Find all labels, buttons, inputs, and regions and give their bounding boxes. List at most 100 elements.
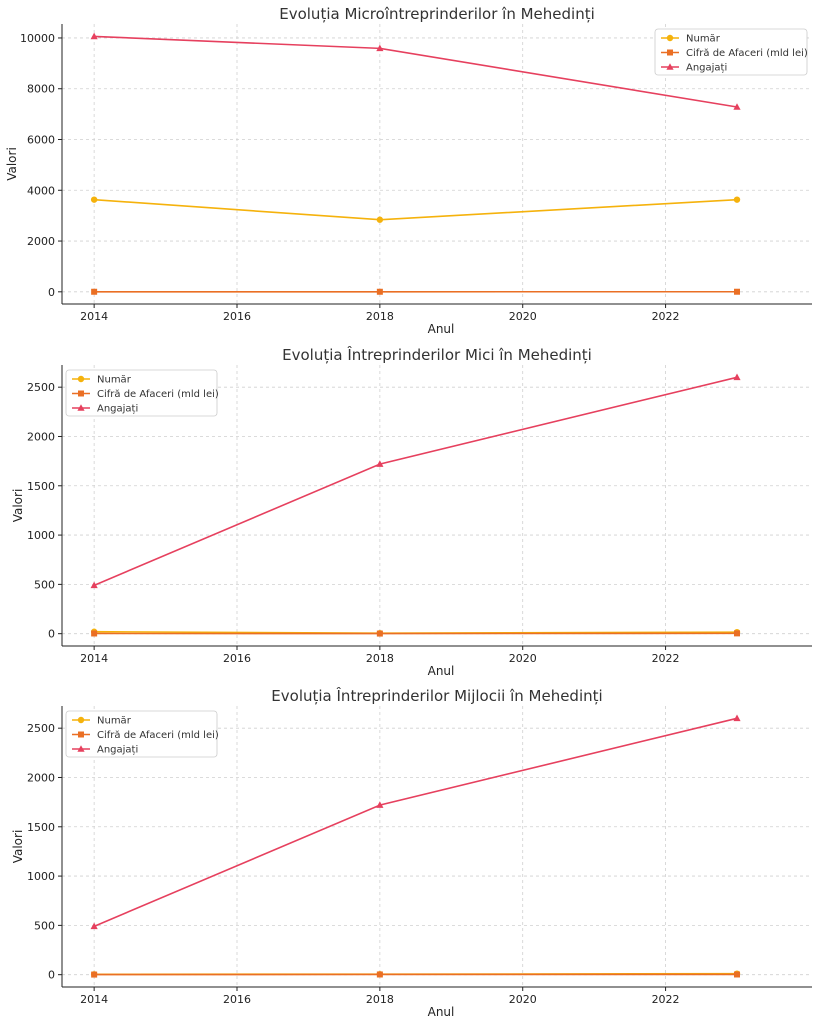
- data-point-angajati: [733, 373, 741, 381]
- x-axis-label: Anul: [428, 664, 455, 678]
- series-cifra: [91, 630, 740, 637]
- legend-label-numar: Număr: [97, 375, 132, 386]
- chart-1: Evoluția Microîntreprinderilor în Mehedi…: [5, 5, 812, 336]
- legend: Număr Cifră de Afaceri (mld lei) Angajați: [654, 28, 808, 76]
- y-tick-label: 2000: [27, 430, 55, 443]
- series-line-numar: [94, 198, 738, 221]
- y-tick-label: 4000: [27, 184, 55, 197]
- x-tick-label: 2014: [80, 310, 108, 323]
- x-axis-label: Anul: [428, 1005, 455, 1019]
- x-tick-label: 2018: [366, 993, 394, 1006]
- data-point-angajati: [733, 714, 741, 722]
- y-axis-label: Valori: [11, 830, 25, 864]
- data-point-cifra: [91, 630, 98, 637]
- legend-marker-cifra: [78, 390, 84, 397]
- y-tick-label: 500: [34, 919, 55, 932]
- series-angajati: [90, 714, 741, 930]
- y-tick-label: 8000: [27, 83, 55, 96]
- data-point-cifra: [376, 288, 383, 295]
- y-tick-label: 2500: [27, 381, 55, 394]
- data-point-angajati: [90, 581, 98, 589]
- x-tick-label: 2016: [223, 652, 251, 665]
- x-tick-label: 2014: [80, 652, 108, 665]
- data-point-angajati: [376, 460, 384, 467]
- data-point-angajati: [90, 922, 98, 930]
- data-point-cifra: [734, 971, 740, 978]
- legend-marker-angajati: [666, 63, 674, 70]
- legend-box: [654, 28, 808, 76]
- y-tick-label: 2500: [27, 722, 55, 735]
- y-tick-label: 0: [48, 628, 55, 641]
- legend-label-angajati: Angajați: [97, 745, 138, 756]
- legend-marker-cifra: [78, 731, 84, 738]
- x-tick-label: 2022: [652, 310, 680, 323]
- data-point-numar: [90, 196, 98, 203]
- data-point-cifra: [91, 288, 98, 295]
- legend-box: [65, 710, 218, 758]
- legend: Număr Cifră de Afaceri (mld lei) Angajați: [65, 369, 219, 417]
- data-point-angajati: [376, 44, 384, 52]
- legend-marker-numar: [666, 34, 674, 42]
- legend-marker-angajati: [77, 404, 85, 411]
- x-tick-label: 2014: [80, 993, 108, 1006]
- data-point-cifra: [376, 630, 383, 637]
- data-point-numar: [733, 196, 741, 203]
- series-cifra: [91, 971, 740, 978]
- data-point-cifra: [734, 288, 740, 295]
- x-tick-label: 2020: [509, 310, 537, 323]
- data-point-cifra: [376, 971, 383, 978]
- y-tick-label: 1500: [27, 821, 55, 834]
- y-tick-label: 2000: [27, 235, 55, 248]
- data-point-angajati: [376, 801, 384, 808]
- x-tick-label: 2016: [223, 993, 251, 1006]
- legend-marker-cifra: [667, 49, 673, 56]
- legend-label-angajati: Angajați: [97, 404, 138, 415]
- data-point-cifra: [734, 630, 740, 637]
- x-tick-label: 2020: [509, 652, 537, 665]
- legend: Număr Cifră de Afaceri (mld lei) Angajați: [65, 710, 219, 758]
- y-tick-label: 10000: [20, 32, 55, 45]
- y-axis-label: Valori: [5, 147, 19, 181]
- y-tick-label: 2000: [27, 771, 55, 784]
- chart-title: Evoluția Microîntreprinderilor în Mehedi…: [279, 5, 595, 23]
- data-point-numar: [376, 216, 384, 223]
- chart-3: Evoluția Întreprinderilor Mijlocii în Me…: [11, 686, 812, 1019]
- y-tick-label: 1500: [27, 480, 55, 493]
- y-tick-label: 6000: [27, 134, 55, 147]
- y-tick-label: 500: [34, 578, 55, 591]
- legend-label-cifra: Cifră de Afaceri (mld lei): [97, 730, 219, 741]
- chart-2: Evoluția Întreprinderilor Mici în Mehedi…: [11, 345, 812, 678]
- y-tick-label: 0: [48, 286, 55, 299]
- legend-marker-numar: [77, 375, 85, 383]
- series-numar: [90, 628, 741, 637]
- legend-marker-numar: [77, 716, 85, 724]
- y-tick-label: 1000: [27, 529, 55, 542]
- legend-label-cifra: Cifră de Afaceri (mld lei): [686, 48, 808, 59]
- x-tick-label: 2020: [509, 993, 537, 1006]
- x-tick-label: 2022: [652, 652, 680, 665]
- data-point-cifra: [91, 971, 98, 978]
- chart-title: Evoluția Întreprinderilor Mijlocii în Me…: [271, 686, 602, 705]
- y-tick-label: 1000: [27, 870, 55, 883]
- series-line-angajati: [94, 35, 738, 108]
- x-tick-label: 2022: [652, 993, 680, 1006]
- data-point-angajati: [733, 103, 741, 110]
- x-axis-label: Anul: [428, 322, 455, 336]
- legend-box: [65, 369, 218, 417]
- data-point-angajati: [90, 32, 98, 40]
- y-axis-label: Valori: [11, 489, 25, 523]
- legend-marker-angajati: [77, 745, 85, 752]
- series-angajati: [90, 373, 741, 589]
- y-tick-label: 0: [48, 969, 55, 982]
- legend-label-cifra: Cifră de Afaceri (mld lei): [97, 389, 219, 400]
- x-tick-label: 2016: [223, 310, 251, 323]
- series-numar: [90, 196, 741, 223]
- legend-label-numar: Număr: [686, 34, 721, 45]
- legend-label-numar: Număr: [97, 716, 132, 727]
- x-tick-label: 2018: [366, 310, 394, 323]
- series-cifra: [91, 288, 740, 295]
- x-tick-label: 2018: [366, 652, 394, 665]
- chart-title: Evoluția Întreprinderilor Mici în Mehedi…: [282, 345, 592, 364]
